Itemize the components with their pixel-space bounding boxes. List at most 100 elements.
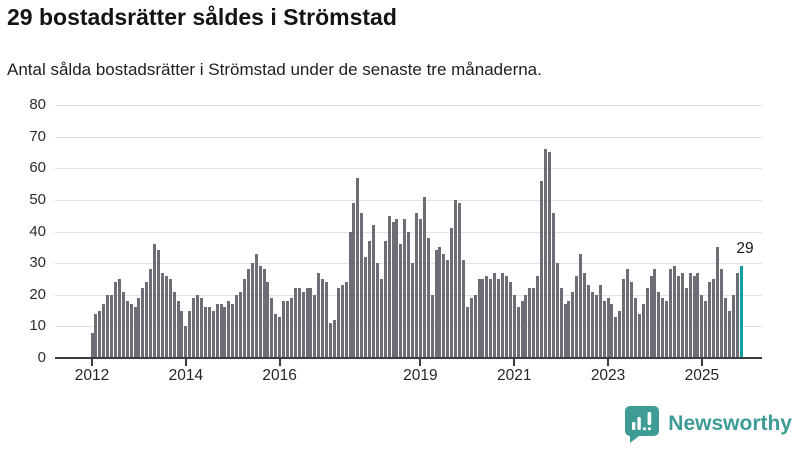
bar bbox=[94, 313, 98, 358]
bar bbox=[540, 180, 544, 358]
bar bbox=[536, 275, 540, 358]
bar bbox=[575, 275, 579, 358]
bar bbox=[446, 259, 450, 358]
bar bbox=[547, 152, 551, 358]
bar bbox=[434, 250, 438, 358]
bar bbox=[520, 301, 524, 358]
bar bbox=[735, 272, 739, 358]
bar bbox=[524, 294, 528, 358]
bar bbox=[344, 282, 348, 358]
xtick-label-2021: 2021 bbox=[496, 367, 532, 384]
bar bbox=[325, 282, 329, 358]
x-axis-line bbox=[55, 357, 762, 359]
bar bbox=[368, 240, 372, 358]
bar-chart: 0 10 20 30 40 50 60 70 80 2012 2014 2016 2019 2021 20… bbox=[0, 95, 800, 395]
xtick-2016 bbox=[278, 359, 281, 366]
bar bbox=[719, 269, 723, 358]
xtick-label-2014: 2014 bbox=[168, 367, 204, 384]
ytick-label-0: 0 bbox=[37, 349, 46, 366]
bar bbox=[426, 237, 430, 358]
bar bbox=[637, 313, 641, 358]
bar bbox=[598, 285, 602, 358]
bar bbox=[626, 269, 630, 358]
bar bbox=[125, 301, 129, 358]
bar bbox=[653, 269, 657, 358]
bar bbox=[633, 297, 637, 358]
chart-title: 29 bostadsrätter såldes i Strömstad bbox=[7, 4, 397, 30]
ytick-label-50: 50 bbox=[29, 190, 46, 208]
bar bbox=[192, 297, 196, 358]
bar bbox=[645, 288, 649, 358]
brand-name: Newsworthy bbox=[668, 412, 792, 435]
xtick-2021 bbox=[513, 359, 516, 366]
bar bbox=[305, 288, 309, 358]
bar bbox=[364, 256, 368, 358]
bar bbox=[227, 301, 231, 358]
bar bbox=[415, 212, 418, 358]
bar bbox=[301, 291, 305, 358]
bar bbox=[184, 326, 188, 358]
bar bbox=[532, 288, 536, 358]
bar bbox=[477, 278, 481, 358]
bar bbox=[485, 275, 489, 358]
xtick-2019 bbox=[419, 359, 422, 366]
bar bbox=[231, 304, 235, 358]
bar bbox=[266, 282, 270, 358]
ytick-label-60: 60 bbox=[29, 159, 46, 177]
bar bbox=[106, 294, 110, 358]
bar bbox=[328, 323, 332, 358]
xtick-label-2016: 2016 bbox=[262, 367, 297, 384]
bar bbox=[379, 278, 383, 358]
bar bbox=[321, 278, 325, 358]
bar bbox=[172, 291, 176, 358]
bar bbox=[102, 304, 106, 358]
ytick-label-40: 40 bbox=[29, 222, 46, 240]
bar bbox=[458, 203, 461, 358]
bar bbox=[215, 304, 219, 358]
bar bbox=[207, 307, 211, 358]
bar bbox=[704, 301, 708, 358]
bar bbox=[594, 294, 598, 358]
bar bbox=[450, 228, 454, 358]
bar bbox=[395, 218, 399, 358]
bar bbox=[469, 297, 473, 358]
bar bbox=[278, 316, 282, 358]
bar bbox=[274, 313, 278, 358]
bar bbox=[356, 177, 360, 358]
bar bbox=[180, 310, 184, 358]
bar bbox=[239, 291, 243, 358]
chart-subtitle: Antal sålda bostadsrätter i Strömstad un… bbox=[7, 60, 542, 79]
bar bbox=[258, 266, 262, 358]
bar bbox=[211, 310, 215, 358]
bar bbox=[649, 275, 653, 358]
bar bbox=[454, 199, 458, 358]
bar bbox=[669, 269, 673, 358]
bar bbox=[285, 301, 289, 358]
bar bbox=[602, 301, 606, 358]
bar bbox=[387, 215, 391, 358]
bar bbox=[309, 288, 313, 358]
bar bbox=[145, 282, 149, 358]
bar bbox=[235, 294, 239, 358]
bar bbox=[254, 253, 258, 358]
bar bbox=[516, 307, 520, 358]
bar bbox=[567, 301, 571, 358]
bar bbox=[293, 288, 297, 358]
bar bbox=[665, 301, 669, 358]
bar bbox=[391, 222, 395, 358]
bar bbox=[113, 282, 117, 358]
bar bbox=[512, 294, 516, 358]
bar bbox=[168, 278, 172, 358]
bar bbox=[137, 297, 141, 358]
bar bbox=[579, 253, 583, 358]
bar bbox=[590, 291, 594, 358]
bar bbox=[289, 297, 293, 358]
bar bbox=[587, 285, 591, 358]
bar bbox=[657, 291, 661, 358]
bar bbox=[270, 297, 274, 358]
bar bbox=[196, 294, 200, 358]
bar bbox=[352, 203, 356, 358]
bar bbox=[219, 304, 223, 358]
bar bbox=[188, 310, 192, 358]
bar bbox=[317, 272, 321, 358]
